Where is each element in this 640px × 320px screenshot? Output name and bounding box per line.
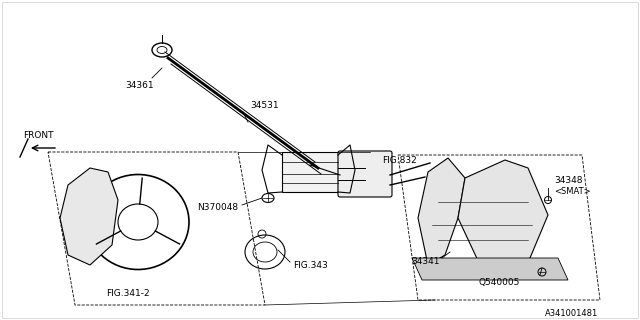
FancyBboxPatch shape — [338, 151, 392, 197]
Text: Q540005: Q540005 — [478, 277, 520, 286]
Text: A341001481: A341001481 — [545, 308, 598, 317]
Text: FIG.341-2: FIG.341-2 — [106, 289, 150, 298]
Text: FRONT: FRONT — [23, 131, 53, 140]
Text: FIG.832: FIG.832 — [382, 156, 417, 164]
Text: N370048: N370048 — [197, 203, 238, 212]
Text: 34348: 34348 — [554, 175, 582, 185]
Text: 34531: 34531 — [250, 100, 278, 109]
Text: 34361: 34361 — [125, 81, 154, 90]
Text: <SMAT>: <SMAT> — [554, 187, 591, 196]
Polygon shape — [412, 258, 568, 280]
Polygon shape — [418, 158, 465, 265]
Polygon shape — [458, 160, 548, 268]
Text: FIG.343: FIG.343 — [293, 260, 328, 269]
Text: 34341: 34341 — [412, 258, 440, 267]
Polygon shape — [60, 168, 118, 265]
Bar — [282, 152, 338, 192]
